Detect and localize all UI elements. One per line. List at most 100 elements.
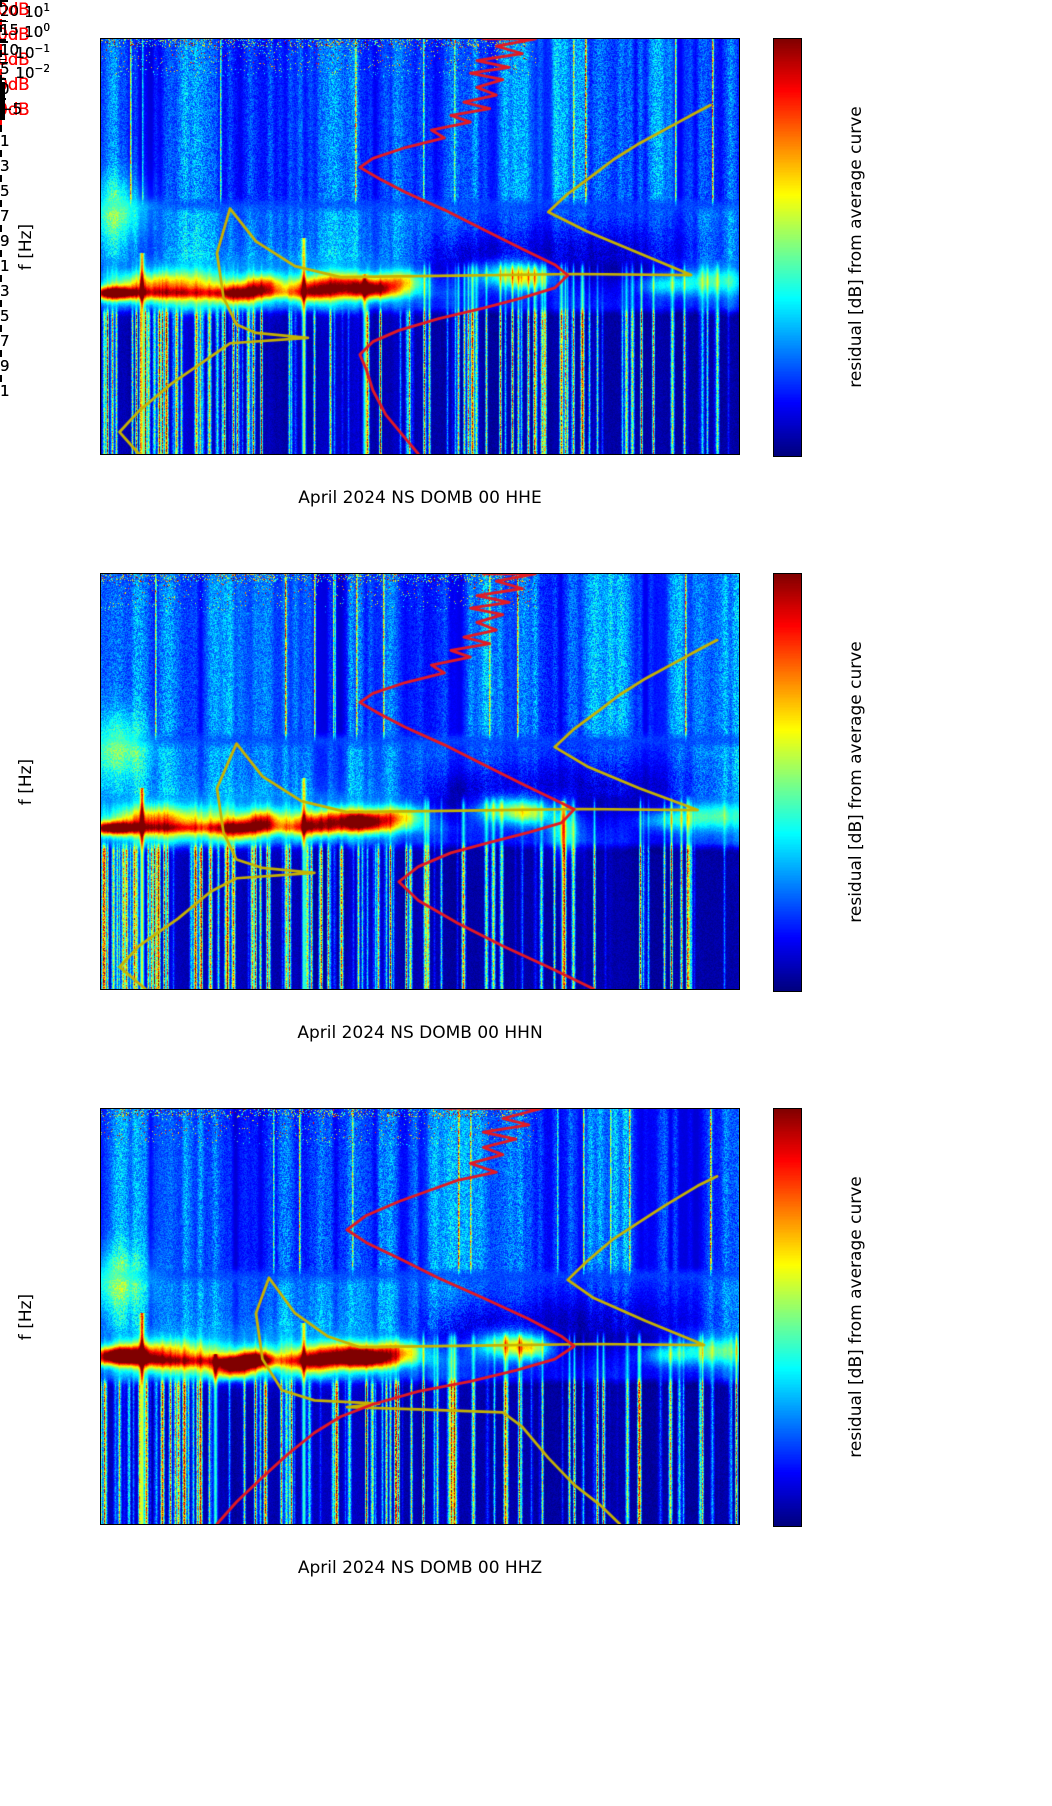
y-axis-minor-tick	[0, 104, 5, 107]
x-axis-tick-label: 27	[0, 332, 10, 350]
x-axis-tick-label: 31	[0, 382, 10, 400]
y-axis-minor-tick	[0, 119, 5, 121]
y-axis-tick	[0, 61, 8, 64]
colorbar-tick-label: 10	[0, 40, 20, 59]
x-axis-tick-label: 31	[0, 382, 10, 400]
colorbar-tick-label: −5	[0, 99, 23, 118]
y-axis-minor-tick	[0, 93, 5, 95]
x-axis-tick-label: 25	[0, 307, 10, 325]
x-axis-tick	[0, 125, 2, 132]
average-psd-curves	[100, 573, 740, 990]
y-axis-tick-label: 100	[24, 22, 50, 42]
x-axis-tick-label: 17	[0, 207, 10, 225]
y-axis-minor-tick	[0, 83, 5, 85]
y-axis-tick-label: 101	[24, 1, 50, 21]
colorbar-tick-label: 0	[0, 79, 10, 98]
db-axis-tick-label: -100dB	[0, 100, 30, 119]
db-axis-tick-label: -180dB	[0, 0, 30, 19]
db-axis-tick-label: -180dB	[0, 0, 30, 19]
colorbar-ticks: 20 15 10 5 0 −5	[0, 0, 22, 118]
db-axis-tick	[0, 119, 2, 125]
average-psd-curves	[100, 1108, 740, 1525]
x-axis-tick-label: 27	[0, 332, 10, 350]
x-axis-tick	[0, 200, 2, 207]
colorbar-tick-label: 10	[0, 40, 20, 59]
colorbar-tick-label: 15	[0, 21, 20, 40]
y-axis-tick-label: 10−1	[15, 42, 50, 62]
colorbar-ticks: 20 15 10 5 0 −5	[0, 0, 22, 118]
y-axis-minor-tick	[0, 88, 5, 90]
colorbar-tick-label: 15	[0, 21, 20, 40]
x-axis-tick-label: 11	[0, 132, 10, 150]
x-axis-tick	[0, 50, 2, 57]
x-axis-tick-label: 13	[0, 157, 10, 175]
average-psd-curves	[100, 38, 740, 455]
y-axis-minor-tick	[0, 107, 5, 109]
y-axis-minor-tick	[0, 95, 5, 97]
colorbar-tick-label: 15	[0, 21, 20, 40]
db-axis-tick-label: -100dB	[0, 100, 30, 119]
y-axis-minor-tick	[0, 85, 5, 88]
x-axis-tick-label: 15	[0, 182, 10, 200]
x-axis-tick	[0, 150, 2, 157]
colorbar-tick-label: 20	[0, 1, 20, 20]
y-axis-minor-tick	[0, 102, 5, 104]
y-axis-minor-tick	[0, 115, 5, 117]
x-axis-tick-label: 23	[0, 282, 10, 300]
x-axis-ticks: 135791113151719212325272931	[0, 0, 19, 400]
db-axis-tick-label: -120dB	[0, 75, 30, 94]
x-axis-tick	[0, 300, 2, 307]
y-axis-tick-label: 101	[24, 1, 50, 21]
x-axis-tick-label: 19	[0, 232, 10, 250]
x-axis-tick	[0, 250, 2, 257]
y-axis-minor-tick	[0, 109, 5, 111]
colorbar-tick-label: 0	[0, 79, 10, 98]
colorbar-tick	[0, 19, 6, 22]
x-axis-tick-label: 13	[0, 157, 10, 175]
x-axis-tick-label: 15	[0, 182, 10, 200]
colorbar-tick-label: 10	[0, 40, 20, 59]
y-axis-minor-tick	[0, 110, 5, 113]
colorbar-label: residual [dB] from average curve	[846, 1175, 866, 1458]
x-axis-tick-label: 19	[0, 232, 10, 250]
y-axis-minor-tick	[0, 113, 5, 115]
db-axis-tick-label: -140dB	[0, 50, 30, 69]
colorbar-tick-label: 20	[0, 1, 20, 20]
x-axis-tick-label: 25	[0, 307, 10, 325]
y-axis-label: f [Hz]	[16, 1293, 36, 1340]
y-axis-tick	[0, 41, 8, 43]
colorbar	[773, 1108, 802, 1527]
x-axis-tick-label: 29	[0, 357, 10, 375]
x-axis-tick-label: 15	[0, 182, 10, 200]
y-axis-tick-label: 10−2	[15, 63, 50, 83]
db-axis-tick-label: -140dB	[0, 50, 30, 69]
y-axis-minor-tick	[0, 100, 5, 102]
y-axis-minor-tick	[0, 112, 5, 114]
x-axis-tick-label: 21	[0, 257, 10, 275]
db-axis-tick-label: -100dB	[0, 100, 30, 119]
x-axis-tick-label: 23	[0, 282, 10, 300]
y-axis-ticks: 101 100 10−1 10−2	[0, 0, 50, 121]
x-axis-tick-label: 21	[0, 257, 10, 275]
x-axis-tick-label: 21	[0, 257, 10, 275]
colorbar-tick	[0, 39, 6, 41]
x-axis-tick-label: 31	[0, 382, 10, 400]
y-axis-tick-label: 100	[24, 22, 50, 42]
x-axis-tick	[0, 350, 2, 357]
x-axis-tick-label: 11	[0, 132, 10, 150]
y-axis-minor-tick	[0, 91, 5, 94]
db-axis-tick-label: -120dB	[0, 75, 30, 94]
y-axis-minor-tick	[0, 84, 5, 86]
y-axis-minor-tick	[0, 90, 5, 92]
x-axis-tick-label: 29	[0, 357, 10, 375]
y-axis-tick-label: 10−2	[15, 63, 50, 83]
db-axis-tick	[0, 44, 2, 50]
x-axis-tick-label: 29	[0, 357, 10, 375]
y-axis-minor-tick	[0, 87, 5, 89]
colorbar	[773, 38, 802, 457]
x-axis-tick-label: 17	[0, 207, 10, 225]
